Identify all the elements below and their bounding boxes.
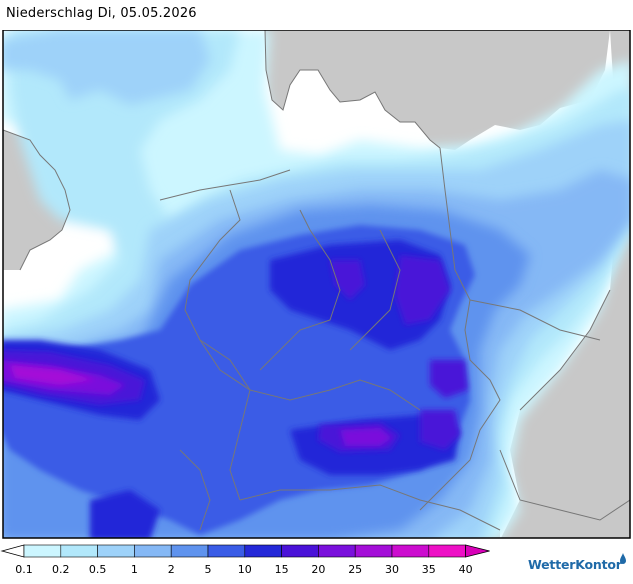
legend-arrow-low <box>0 544 25 558</box>
legend-swatch <box>318 544 356 558</box>
legend-swatch <box>23 544 62 558</box>
legend-label: 0.5 <box>89 563 107 576</box>
legend-swatch <box>207 544 246 558</box>
legend-label: 1 <box>131 563 138 576</box>
map-frame <box>2 30 631 539</box>
legend-swatch <box>97 544 135 558</box>
map-title: Niederschlag Di, 05.05.2026 <box>6 6 197 21</box>
legend-label: 25 <box>348 563 362 576</box>
land-masses <box>3 30 630 538</box>
legend-arrow-high <box>465 544 490 558</box>
legend-label: 20 <box>311 563 325 576</box>
legend-label: 10 <box>238 563 252 576</box>
precipitation-legend: 0.1 0.2 0.5 1 2 5 10 15 20 25 30 35 40 <box>0 540 633 580</box>
legend-label: 35 <box>422 563 436 576</box>
legend-swatch <box>281 544 319 558</box>
legend-label: 15 <box>275 563 289 576</box>
legend-swatch <box>170 544 209 558</box>
legend-label: 40 <box>459 563 473 576</box>
legend-swatch <box>354 544 393 558</box>
legend-label: 5 <box>205 563 212 576</box>
wetterkontor-logo: WetterKontor <box>528 557 622 572</box>
raindrop-icon <box>620 553 626 564</box>
precipitation-field <box>3 30 630 538</box>
boundaries <box>3 30 630 531</box>
legend-label: 0.1 <box>15 563 33 576</box>
legend-swatch <box>134 544 172 558</box>
legend-label: 30 <box>385 563 399 576</box>
legend-swatch <box>60 544 98 558</box>
precipitation-map <box>0 30 633 540</box>
legend-swatch <box>391 544 430 558</box>
legend-swatch <box>428 544 466 558</box>
legend-label: 0.2 <box>52 563 70 576</box>
legend-swatch <box>244 544 282 558</box>
legend-label: 2 <box>168 563 175 576</box>
